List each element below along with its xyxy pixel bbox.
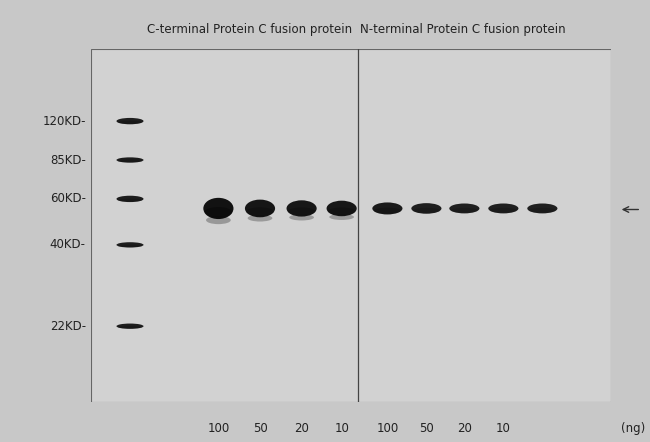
Text: 50: 50 [253, 422, 267, 434]
Ellipse shape [205, 207, 232, 217]
Text: (ng): (ng) [621, 422, 645, 434]
Ellipse shape [248, 215, 272, 221]
Ellipse shape [326, 201, 357, 216]
Ellipse shape [246, 207, 274, 216]
Text: 120KD-: 120KD- [42, 114, 86, 128]
Text: 20: 20 [457, 422, 472, 434]
Ellipse shape [203, 198, 233, 219]
Text: 10: 10 [334, 422, 349, 434]
Ellipse shape [449, 203, 480, 213]
Ellipse shape [372, 202, 402, 214]
Ellipse shape [374, 208, 401, 213]
Ellipse shape [488, 203, 519, 213]
Text: 20: 20 [294, 422, 309, 434]
Ellipse shape [330, 214, 354, 220]
Ellipse shape [116, 324, 144, 329]
Text: C-terminal Protein C fusion protein: C-terminal Protein C fusion protein [147, 23, 352, 36]
Ellipse shape [118, 160, 142, 162]
Ellipse shape [289, 214, 314, 221]
Ellipse shape [528, 208, 556, 213]
Ellipse shape [116, 242, 144, 248]
Ellipse shape [118, 244, 142, 247]
Text: N-terminal Protein C fusion protein: N-terminal Protein C fusion protein [360, 23, 566, 36]
Ellipse shape [116, 157, 144, 163]
Text: 50: 50 [419, 422, 434, 434]
Ellipse shape [118, 326, 142, 328]
Ellipse shape [287, 200, 317, 217]
Ellipse shape [527, 203, 558, 213]
Ellipse shape [118, 121, 142, 124]
Text: 100: 100 [207, 422, 229, 434]
Ellipse shape [116, 118, 144, 124]
Ellipse shape [206, 216, 231, 224]
Text: 60KD-: 60KD- [50, 192, 86, 206]
Ellipse shape [411, 203, 441, 214]
Ellipse shape [245, 200, 275, 217]
Text: 40KD-: 40KD- [50, 238, 86, 251]
Ellipse shape [288, 207, 315, 215]
Ellipse shape [413, 208, 440, 213]
Ellipse shape [489, 208, 517, 213]
FancyBboxPatch shape [91, 49, 611, 402]
Ellipse shape [116, 196, 144, 202]
Ellipse shape [450, 208, 478, 213]
Text: 85KD-: 85KD- [50, 153, 86, 167]
Ellipse shape [328, 207, 356, 215]
Text: 22KD-: 22KD- [49, 320, 86, 333]
Text: 10: 10 [496, 422, 511, 434]
Ellipse shape [118, 198, 142, 202]
Text: 100: 100 [376, 422, 398, 434]
